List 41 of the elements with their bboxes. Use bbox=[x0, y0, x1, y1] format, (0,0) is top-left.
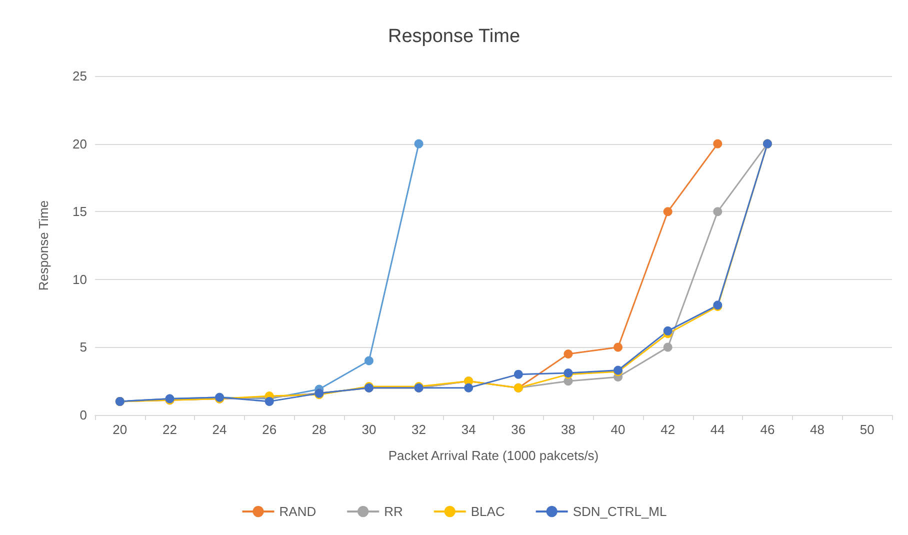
x-tick-label: 40 bbox=[610, 422, 626, 437]
x-axis-title: Packet Arrival Rate (1000 pakcets/s) bbox=[388, 448, 599, 463]
x-tick-label: 22 bbox=[162, 422, 177, 437]
y-tick-label: 10 bbox=[72, 272, 87, 287]
y-tick-label: 25 bbox=[72, 68, 87, 84]
y-tick-label: 20 bbox=[72, 136, 87, 152]
y-tick-label: 15 bbox=[72, 204, 87, 220]
x-tick-label: 26 bbox=[262, 422, 277, 437]
point bbox=[564, 349, 573, 358]
point bbox=[364, 356, 374, 366]
y-axis-title: Response Time bbox=[36, 200, 51, 291]
x-tick-label: 36 bbox=[511, 422, 526, 437]
y-tick-label: 5 bbox=[80, 340, 87, 355]
x-tick-label: 50 bbox=[860, 422, 874, 437]
x-tick-label: 38 bbox=[560, 422, 576, 437]
x-tick-label: 28 bbox=[312, 422, 326, 437]
point bbox=[264, 396, 274, 406]
point bbox=[414, 139, 424, 148]
point bbox=[663, 342, 672, 352]
chart-title: Response Time bbox=[388, 26, 520, 47]
x-tick-label: 48 bbox=[810, 422, 825, 437]
point bbox=[464, 383, 474, 392]
x-tick-label: 24 bbox=[212, 422, 227, 437]
point bbox=[713, 207, 722, 216]
legend-label: SDN_CTRL_ML bbox=[572, 504, 667, 519]
point bbox=[663, 326, 672, 336]
x-tick-label: 44 bbox=[710, 422, 725, 437]
legend-label: BLAC bbox=[470, 504, 505, 519]
x-tick-label: 30 bbox=[362, 422, 376, 437]
x-tick-label: 32 bbox=[412, 422, 426, 437]
point bbox=[514, 370, 523, 379]
point bbox=[614, 342, 623, 352]
x-tick-label: 42 bbox=[660, 422, 676, 437]
point bbox=[713, 139, 722, 148]
legend-label: RR bbox=[384, 504, 403, 519]
legend-label: RAND bbox=[279, 504, 316, 519]
x-tick-label: 46 bbox=[760, 422, 775, 437]
x-tick-label: 34 bbox=[461, 422, 476, 437]
x-tick-label: 20 bbox=[112, 422, 128, 437]
y-tick-label: 0 bbox=[80, 408, 87, 422]
point bbox=[663, 207, 672, 216]
